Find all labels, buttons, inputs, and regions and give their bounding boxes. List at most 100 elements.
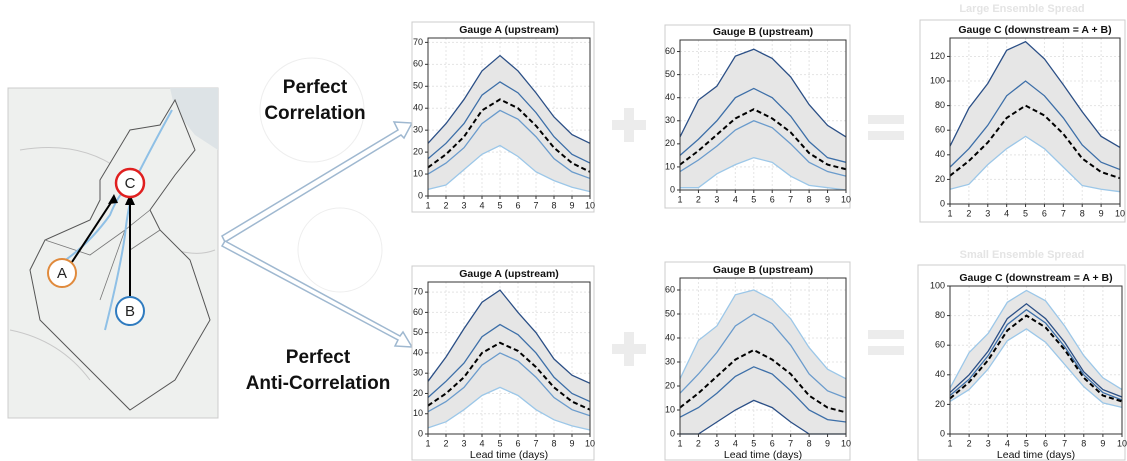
y-tick-label: 50 — [665, 308, 675, 318]
y-tick-label: 10 — [413, 408, 423, 418]
node-label: B — [125, 303, 135, 320]
x-tick-label: 4 — [733, 438, 738, 448]
y-tick-label: 60 — [665, 284, 675, 294]
x-tick-label: 6 — [1043, 438, 1048, 448]
x-tick-label: 9 — [569, 438, 574, 448]
x-tick-label: 6 — [515, 200, 520, 210]
chart: Gauge C (downstream = A + B)020406080100… — [920, 20, 1125, 222]
y-tick-label: 0 — [670, 428, 675, 438]
x-tick-label: 7 — [788, 194, 793, 204]
x-tick-label: 9 — [1099, 208, 1104, 218]
x-tick-label: 2 — [443, 438, 448, 448]
x-tick-label: 5 — [497, 438, 502, 448]
y-tick-label: 60 — [935, 340, 945, 350]
y-tick-label: 0 — [418, 428, 423, 438]
y-tick-label: 50 — [413, 327, 423, 337]
y-tick-label: 60 — [413, 59, 423, 69]
x-tick-label: 6 — [515, 438, 520, 448]
x-tick-label: 1 — [947, 438, 952, 448]
x-axis-label: Lead time (days) — [470, 449, 548, 461]
x-tick-label: 5 — [497, 200, 502, 210]
x-tick-label: 4 — [1005, 438, 1010, 448]
big-arrow — [222, 122, 412, 242]
y-tick-label: 40 — [413, 103, 423, 113]
x-tick-label: 2 — [443, 200, 448, 210]
x-tick-label: 9 — [569, 200, 574, 210]
x-tick-label: 8 — [551, 438, 556, 448]
y-tick-label: 30 — [665, 115, 675, 125]
y-tick-label: 70 — [413, 287, 423, 297]
x-tick-label: 7 — [1061, 208, 1066, 218]
x-tick-label: 5 — [751, 194, 756, 204]
figure: A B C Perfect Correlation Perfect Anti-C… — [0, 0, 1127, 461]
x-tick-label: 3 — [714, 438, 719, 448]
x-tick-label: 10 — [1117, 438, 1127, 448]
faint-label: Large Ensemble Spread — [959, 3, 1084, 15]
chart-title: Gauge A (upstream) — [459, 24, 559, 36]
chart: Gauge C (downstream = A + B)020406080100… — [918, 265, 1127, 461]
x-tick-label: 10 — [585, 438, 595, 448]
x-tick-label: 3 — [986, 438, 991, 448]
x-tick-label: 4 — [733, 194, 738, 204]
chart-title: Gauge A (upstream) — [459, 268, 559, 280]
x-tick-label: 10 — [1115, 208, 1125, 218]
y-tick-label: 40 — [935, 369, 945, 379]
chart-title: Gauge C (downstream = A + B) — [959, 272, 1112, 284]
x-tick-label: 1 — [677, 194, 682, 204]
y-tick-label: 40 — [413, 347, 423, 357]
y-tick-label: 60 — [665, 46, 675, 56]
y-tick-label: 40 — [665, 92, 675, 102]
y-tick-label: 20 — [665, 380, 675, 390]
y-tick-label: 10 — [665, 161, 675, 171]
x-tick-label: 7 — [533, 438, 538, 448]
y-tick-label: 30 — [413, 125, 423, 135]
y-tick-label: 50 — [413, 81, 423, 91]
y-tick-label: 0 — [940, 428, 945, 438]
x-tick-label: 3 — [714, 194, 719, 204]
y-tick-label: 70 — [413, 37, 423, 47]
y-tick-label: 40 — [665, 332, 675, 342]
y-tick-label: 20 — [413, 146, 423, 156]
y-tick-label: 80 — [935, 310, 945, 320]
x-tick-label: 7 — [533, 200, 538, 210]
x-tick-label: 10 — [841, 194, 851, 204]
x-tick-label: 8 — [807, 194, 812, 204]
x-tick-label: 9 — [825, 438, 830, 448]
y-tick-label: 60 — [413, 307, 423, 317]
label: Perfect — [286, 347, 351, 368]
y-tick-label: 20 — [935, 174, 945, 184]
y-tick-label: 10 — [413, 168, 423, 178]
y-tick-label: 20 — [935, 399, 945, 409]
x-tick-label: 4 — [479, 438, 484, 448]
x-tick-label: 1 — [677, 438, 682, 448]
y-tick-label: 10 — [665, 404, 675, 414]
faint-label: Small Ensemble Spread — [960, 249, 1085, 261]
x-tick-label: 6 — [770, 438, 775, 448]
y-tick-label: 0 — [670, 184, 675, 194]
label: Perfect — [283, 77, 348, 98]
x-tick-label: 3 — [985, 208, 990, 218]
y-tick-label: 20 — [413, 388, 423, 398]
x-axis-label: Lead time (days) — [997, 449, 1075, 461]
x-tick-label: 5 — [1023, 208, 1028, 218]
chart-title: Gauge B (upstream) — [713, 264, 813, 276]
x-tick-label: 2 — [696, 194, 701, 204]
x-tick-label: 6 — [770, 194, 775, 204]
x-tick-label: 9 — [1100, 438, 1105, 448]
x-tick-label: 10 — [841, 438, 851, 448]
node-label: C — [125, 175, 136, 192]
x-tick-label: 1 — [425, 438, 430, 448]
y-tick-label: 20 — [665, 138, 675, 148]
x-tick-label: 8 — [1081, 438, 1086, 448]
x-tick-label: 2 — [696, 438, 701, 448]
x-tick-label: 3 — [461, 438, 466, 448]
x-tick-label: 8 — [1080, 208, 1085, 218]
x-axis-label: Lead time (days) — [724, 449, 802, 461]
x-tick-label: 5 — [1024, 438, 1029, 448]
decor-circle — [298, 208, 382, 292]
x-tick-label: 1 — [425, 200, 430, 210]
y-tick-label: 30 — [665, 356, 675, 366]
big-arrow — [222, 241, 412, 347]
